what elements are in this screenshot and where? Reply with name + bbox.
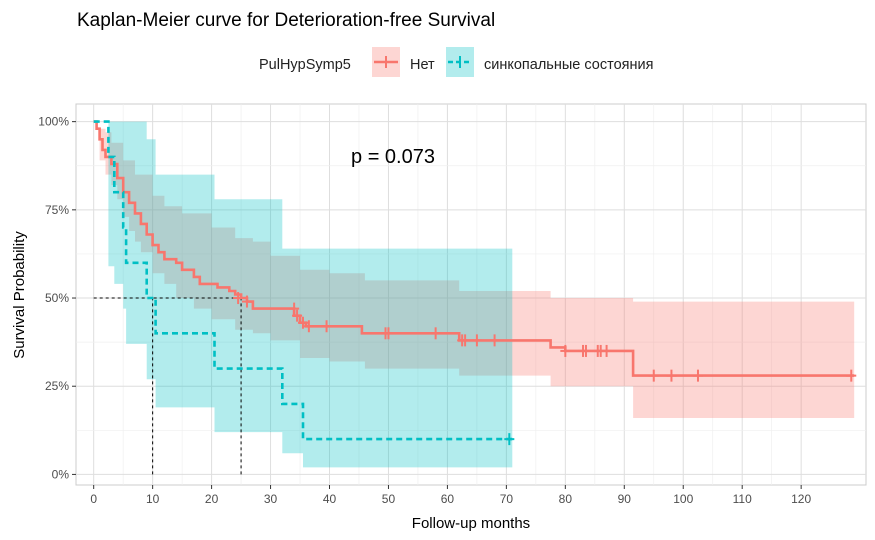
y-tick-label: 75% (45, 203, 69, 217)
x-tick-label: 30 (264, 492, 278, 506)
censor-mark (321, 320, 332, 333)
chart-title: Kaplan-Meier curve for Deterioration-fre… (77, 10, 495, 31)
x-axis: 0 10 20 30 40 50 60 70 80 90 100 110 120 (90, 485, 811, 506)
censor-mark (303, 320, 314, 333)
km-curve-2 (93, 120, 513, 441)
y-axis-title: Survival Probability (11, 231, 28, 359)
grid (76, 104, 866, 485)
legend-entry: синкопальные состояния (446, 47, 653, 77)
censor-mark (460, 334, 471, 347)
y-axis: 0% 25% 50% 75% 100% (38, 115, 76, 481)
censor-mark (297, 316, 308, 329)
p-value-annotation: p = 0.073 (351, 146, 435, 168)
median-guides (93, 297, 242, 475)
x-tick-label: 90 (618, 492, 632, 506)
censor-mark (430, 327, 441, 340)
censor-mark (289, 302, 300, 315)
x-tick-label: 60 (441, 492, 455, 506)
ci-ribbon-2 (93, 121, 513, 468)
censor-mark (471, 334, 482, 347)
plot-panel (75, 103, 867, 486)
x-tick-label: 110 (733, 492, 752, 506)
censor-marks (233, 292, 857, 446)
y-tick-label: 25% (45, 379, 69, 393)
censor-mark (560, 344, 571, 357)
x-tick-label: 20 (205, 492, 219, 506)
survival-curves (93, 120, 855, 441)
ci-ribbon-1 (93, 121, 855, 418)
legend-title: PulHypSymp5 (259, 57, 351, 73)
y-tick-label: 100% (38, 115, 69, 129)
confidence-ribbons (93, 121, 855, 468)
x-tick-label: 120 (791, 492, 811, 506)
censor-mark (601, 344, 612, 357)
censor-mark (241, 295, 252, 308)
y-tick-label: 50% (45, 291, 69, 305)
x-tick-label: 80 (559, 492, 573, 506)
censor-mark (504, 433, 515, 446)
x-tick-label: 50 (382, 492, 396, 506)
km-curve-1 (93, 120, 855, 377)
censor-mark (692, 369, 703, 382)
censor-mark (233, 292, 244, 305)
x-tick-label: 40 (323, 492, 337, 506)
censor-mark (666, 369, 677, 382)
x-tick-label: 100 (673, 492, 693, 506)
censor-mark (648, 369, 659, 382)
x-tick-label: 70 (500, 492, 514, 506)
legend-entry-label: Нет (410, 57, 435, 73)
legend: PulHypSymp5 Нет синкопальные состояния (259, 47, 653, 77)
censor-mark (489, 334, 500, 347)
legend-entry-label: синкопальные состояния (484, 57, 653, 73)
censor-mark (580, 344, 591, 357)
censor-mark (383, 327, 394, 340)
x-axis-title: Follow-up months (412, 515, 530, 532)
legend-entry: Нет (372, 47, 435, 77)
x-tick-label: 0 (90, 492, 97, 506)
x-tick-label: 10 (146, 492, 160, 506)
y-tick-label: 0% (52, 467, 70, 481)
censor-mark (292, 309, 303, 322)
censor-mark (846, 369, 857, 382)
